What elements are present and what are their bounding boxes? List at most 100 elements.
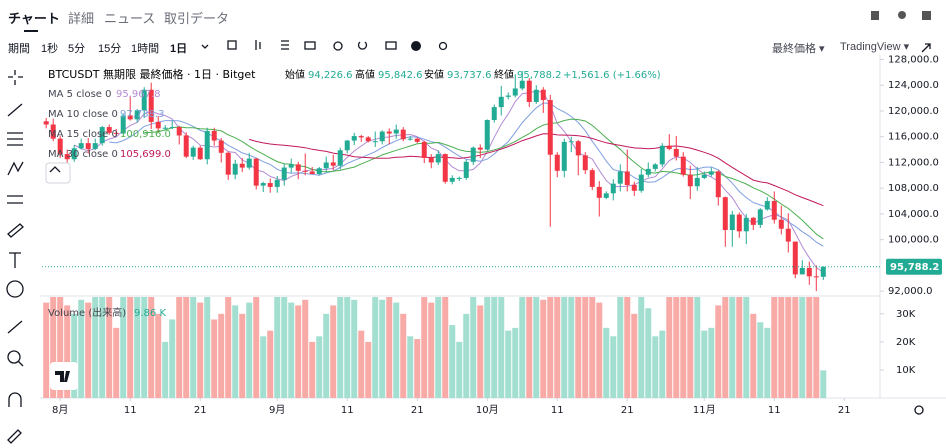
volume-bar bbox=[57, 297, 64, 398]
volume-bar bbox=[316, 336, 323, 398]
volume-bar bbox=[344, 297, 351, 398]
candle-body bbox=[225, 152, 231, 175]
volume-bar bbox=[603, 327, 610, 398]
volume-bar bbox=[428, 302, 435, 398]
ma-line bbox=[73, 90, 824, 273]
volume-bar bbox=[708, 327, 715, 398]
volume-bar bbox=[162, 341, 169, 398]
volume-bar bbox=[302, 299, 309, 398]
volume-title: Volume (出来高) bbox=[48, 306, 126, 319]
candle-body bbox=[701, 174, 707, 178]
candle-body bbox=[435, 154, 441, 163]
candle-body bbox=[484, 119, 490, 150]
candle-body bbox=[589, 170, 595, 187]
x-tick-label: 21 bbox=[411, 405, 424, 416]
brand-menu[interactable]: TradingView ▾ bbox=[840, 41, 910, 53]
price-mode[interactable]: 最終価格 ▾ bbox=[772, 43, 825, 55]
candle-body bbox=[750, 217, 756, 225]
candle-body bbox=[792, 241, 798, 275]
candle-body bbox=[603, 193, 609, 198]
volume-bar bbox=[435, 297, 442, 398]
volume-bar bbox=[589, 297, 596, 398]
x-tick-label: 21 bbox=[194, 405, 207, 416]
y-tick-label: 112,000.0 bbox=[888, 157, 939, 168]
volume-bar bbox=[631, 313, 638, 398]
volume-bar bbox=[722, 297, 729, 398]
candle-body bbox=[309, 171, 315, 175]
candle-body bbox=[365, 137, 371, 142]
volume-bar bbox=[64, 305, 71, 398]
volume-bar bbox=[610, 336, 617, 398]
volume-bar bbox=[617, 297, 624, 398]
volume-bar bbox=[736, 297, 743, 398]
volume-bar bbox=[484, 297, 491, 398]
candle-body bbox=[246, 158, 252, 168]
tab[interactable]: 詳細 bbox=[68, 11, 95, 26]
toolbar-item[interactable]: 5分 bbox=[68, 43, 86, 55]
candle-body bbox=[288, 164, 294, 168]
change: +1,561.6 (+1.66%) bbox=[563, 70, 661, 81]
candle-body bbox=[813, 276, 819, 278]
ma-value: 105,699.0 bbox=[120, 149, 171, 160]
candle-body bbox=[610, 183, 616, 194]
tab[interactable]: ニュース bbox=[104, 11, 156, 26]
tv-logo-mark bbox=[55, 371, 70, 382]
candle-body bbox=[505, 95, 511, 97]
candle-body bbox=[295, 164, 301, 171]
volume-bar bbox=[799, 297, 806, 398]
candle-body bbox=[715, 171, 721, 198]
tab[interactable]: チャート bbox=[8, 11, 60, 26]
volume-bar bbox=[85, 302, 92, 398]
volume-bar bbox=[673, 297, 680, 398]
candle-body bbox=[106, 127, 112, 133]
settings-icon[interactable] bbox=[914, 405, 924, 415]
ohlc-value: 94,226.6 bbox=[308, 70, 353, 81]
volume-bar bbox=[820, 370, 827, 398]
candle-body bbox=[575, 141, 581, 156]
symbol-line: BTCUSDT 無期限 最終価格 · 1日 · Bitget bbox=[48, 67, 256, 81]
volume-bar bbox=[379, 299, 386, 398]
left-drawing-tools bbox=[6, 70, 71, 444]
tab[interactable]: 取引データ bbox=[164, 11, 230, 26]
volume-bar bbox=[155, 313, 162, 398]
volume-bar bbox=[50, 297, 57, 398]
toolbar-item[interactable]: 1日 bbox=[170, 43, 188, 55]
y-tick-label: 124,000.0 bbox=[888, 80, 939, 91]
toolbar-item[interactable]: 1秒 bbox=[41, 43, 59, 55]
candle-body bbox=[477, 147, 483, 150]
toolbar-item[interactable]: 期間 bbox=[8, 43, 30, 55]
candle-body bbox=[470, 147, 476, 162]
ma-value: 97,738.3 bbox=[120, 109, 165, 120]
volume-bar bbox=[421, 297, 428, 398]
tab-underline bbox=[24, 30, 38, 32]
candle-body bbox=[211, 130, 217, 141]
volume-bar bbox=[204, 297, 211, 398]
volume-bar bbox=[764, 327, 771, 398]
ma-line bbox=[249, 133, 824, 207]
candle-body bbox=[729, 214, 735, 231]
volume-bar bbox=[666, 297, 673, 398]
ma-line bbox=[144, 118, 824, 240]
x-tick-label: 11 bbox=[768, 405, 781, 416]
candle-body bbox=[274, 179, 280, 187]
candle-body bbox=[806, 267, 812, 277]
ma-name: MA 10 close 0 bbox=[48, 109, 118, 120]
volume-bar bbox=[274, 297, 281, 398]
candle-body bbox=[820, 266, 826, 277]
candle-body bbox=[183, 135, 189, 157]
candle-body bbox=[232, 163, 238, 175]
toolbar-item[interactable]: 1時間 bbox=[131, 43, 160, 55]
candle-body bbox=[428, 157, 434, 163]
volume-bar bbox=[141, 297, 148, 398]
volume-bar bbox=[659, 330, 666, 398]
candle-body bbox=[547, 100, 553, 155]
candle-body bbox=[617, 171, 623, 184]
candle-body bbox=[120, 115, 126, 134]
volume-bar bbox=[281, 297, 288, 398]
x-tick-label: 11月 bbox=[693, 404, 716, 416]
candle-body bbox=[323, 162, 329, 169]
toolbar-item[interactable]: 15分 bbox=[98, 43, 122, 55]
x-tick-label: 11 bbox=[551, 405, 564, 416]
candle-body bbox=[533, 89, 539, 102]
volume-bar bbox=[372, 297, 379, 398]
